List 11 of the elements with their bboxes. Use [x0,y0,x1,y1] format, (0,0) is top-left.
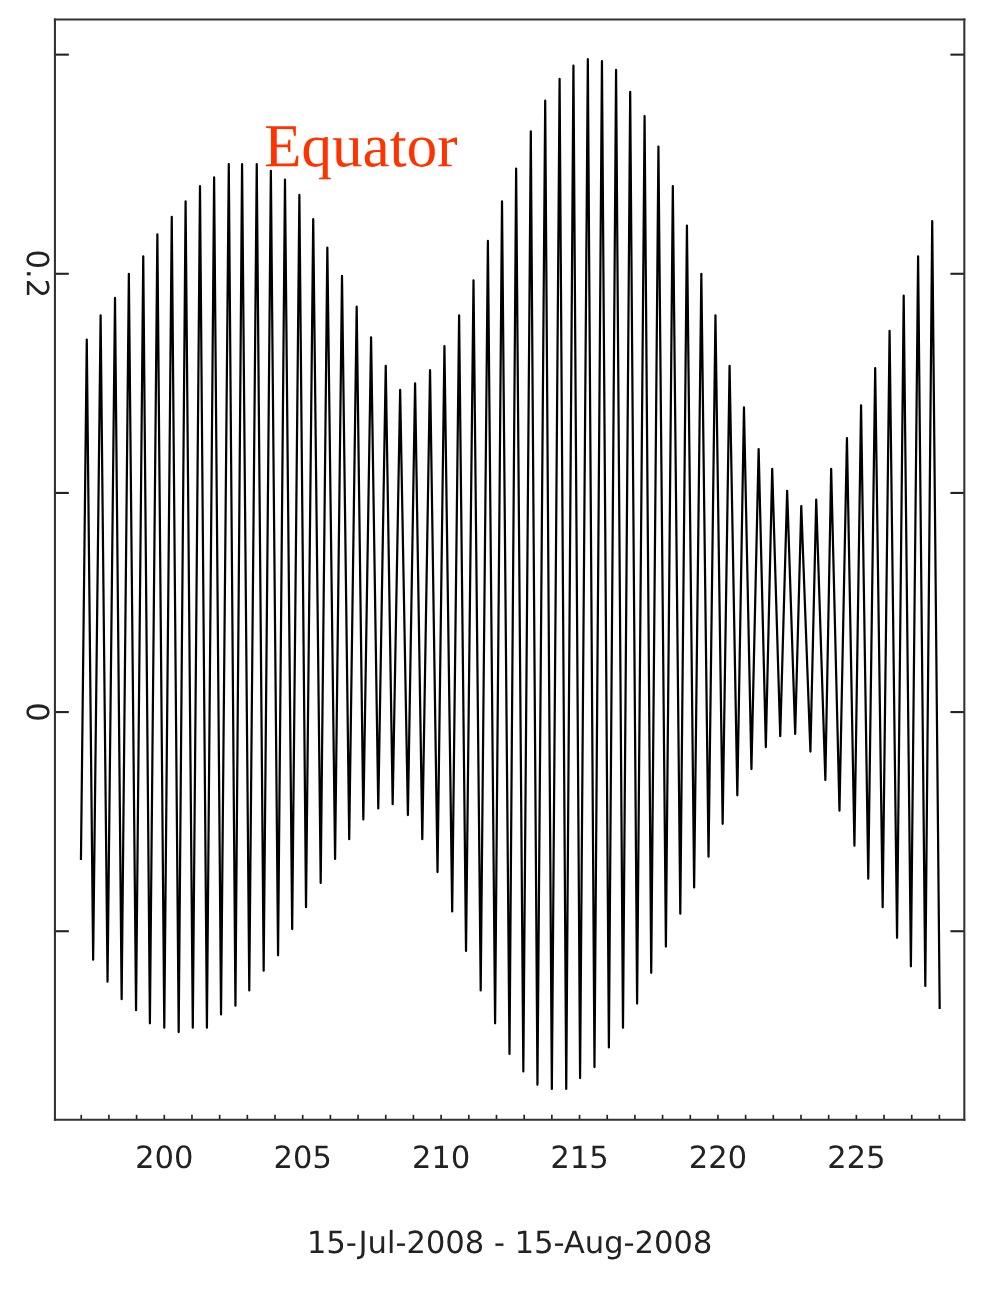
x-tick-label: 225 [829,1145,883,1169]
x-tick-label: 210 [414,1145,469,1169]
x-tick-label: 205 [275,1145,330,1169]
annotation: Equator [265,126,458,180]
line-series [79,57,941,1091]
x-axis-title: 15-Jul-2008 - 15-Aug-2008 [310,1229,711,1260]
x-tick-label: 220 [691,1145,746,1169]
x-tick-label: 200 [137,1145,192,1169]
x-tick-label: 215 [552,1145,607,1169]
y-tick-label: 0.2 [26,251,50,296]
y-tick-label: 0 [26,704,50,720]
